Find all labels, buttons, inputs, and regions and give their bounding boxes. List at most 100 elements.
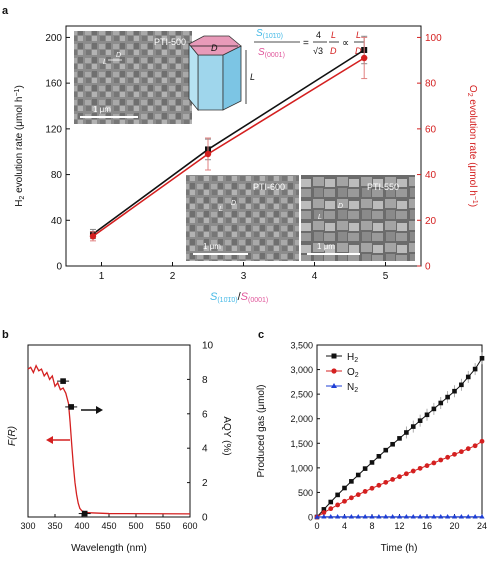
prism-label-l: L <box>250 72 255 82</box>
c-xtick-label: 4 <box>342 521 347 531</box>
panel-b-ticks: 300 350 400 450 500 550 600 0 2 4 6 8 10 <box>20 341 213 532</box>
c-point-o2 <box>424 463 430 469</box>
c-point-h2 <box>417 418 423 423</box>
b-absorption-curve <box>27 364 191 515</box>
c-point-n2 <box>465 513 471 519</box>
prism-front-face <box>197 54 224 111</box>
c-point-h2 <box>479 355 485 361</box>
c-point-o2 <box>362 489 368 494</box>
c-legend-marker-o2 <box>331 368 337 374</box>
inset-pti-600-label: PTI-600 <box>253 182 285 192</box>
a-ytick-right-label: 100 <box>425 33 442 44</box>
c-point-n2 <box>396 513 403 519</box>
panel-a-insets: PTI-500 1 μm L D PTI-600 1 μm L D PTI-55… <box>74 31 415 261</box>
c-xtick-label: 24 <box>477 521 487 531</box>
c-point-o2 <box>335 502 341 508</box>
panel-a-letter: a <box>2 5 9 17</box>
c-ytick-label: 500 <box>298 488 313 498</box>
panel-a: a 1 2 3 4 5 0 40 80 120 160 200 0 20 40 60 80 100 PTI-50… <box>2 5 478 304</box>
b-xtick-label: 500 <box>128 521 143 531</box>
c-point-n2 <box>424 513 430 519</box>
c-point-o2 <box>376 482 382 488</box>
b-ytick-right-label: 6 <box>202 409 208 420</box>
c-point-o2 <box>458 449 464 455</box>
c-xtick-label: 16 <box>422 521 432 531</box>
inset-pti-600-scale: 1 μm <box>203 242 221 251</box>
panel-c-ticks: 0 4 8 12 16 20 24 0 500 1,000 1,500 2,000 2,500 3,000… <box>290 341 487 532</box>
c-legend-marker-h2 <box>331 353 337 359</box>
c-point-h2 <box>410 424 416 429</box>
b-ytick-right-label: 2 <box>202 478 208 489</box>
panel-c-data <box>314 352 485 520</box>
a-xtick-label: 5 <box>383 271 389 282</box>
c-ytick-label: 2,500 <box>290 390 313 400</box>
c-point-h2 <box>362 466 368 471</box>
eq-equals: = <box>303 38 309 49</box>
inset-pti-600-image <box>186 175 299 261</box>
c-point-n2 <box>348 513 354 519</box>
c-ytick-label: 3,500 <box>290 341 313 351</box>
arrow-to-right-axis-head <box>96 406 103 414</box>
inset-pti-550-scale: 1 μm <box>317 242 335 251</box>
a-xtick-label: 1 <box>99 271 105 282</box>
panel-c-legend: H2 O2 N2 <box>326 352 359 394</box>
panel-c-xlabel: Time (h) <box>381 543 418 554</box>
a-ytick-right-label: 40 <box>425 170 437 181</box>
panel-b-ylabel-left: F(R) <box>7 426 18 446</box>
a-point-o2 <box>89 233 97 240</box>
c-point-o2 <box>383 479 389 485</box>
b-aqy-point <box>60 378 66 384</box>
prism-top-face <box>188 35 242 56</box>
c-xtick-label: 0 <box>314 521 319 531</box>
eq-numerator: S(1010) <box>256 28 283 40</box>
a-point-o2 <box>204 150 212 158</box>
c-point-o2 <box>397 474 402 480</box>
c-point-n2 <box>369 513 375 519</box>
c-point-o2 <box>355 492 361 498</box>
b-ytick-right-label: 0 <box>202 513 208 524</box>
c-point-n2 <box>458 513 464 519</box>
a-ytick-right-label: 20 <box>425 216 437 227</box>
c-point-o2 <box>465 446 471 452</box>
c-ytick-label: 0 <box>308 513 313 523</box>
eq-d1: D <box>330 46 337 56</box>
c-legend-label: H2 <box>347 352 358 364</box>
c-point-h2 <box>383 447 389 453</box>
c-ytick-label: 3,000 <box>290 365 313 375</box>
b-aqy-point <box>81 510 88 517</box>
prism-label-d: D <box>211 43 218 53</box>
a-ytick-right-label: 80 <box>425 79 437 90</box>
c-point-o2 <box>472 443 478 449</box>
inset-pti-500-mark-l: L <box>103 59 107 66</box>
panel-a-xlabel: S(1010)/S(0001) <box>210 291 268 304</box>
c-point-o2 <box>328 506 334 512</box>
c-ytick-label: 2,000 <box>290 414 313 424</box>
b-xtick-label: 400 <box>74 521 89 531</box>
inset-pti-550-mark-d: D <box>338 203 343 210</box>
panel-a-ticks: 1 2 3 4 5 0 40 80 120 160 200 0 20 40 60 80 100 <box>45 33 442 282</box>
inset-pti-550-label: PTI-550 <box>367 182 399 192</box>
panel-a-ylabel-left: H2 evolution rate (μmol h−1) <box>14 85 26 207</box>
inset-pti-500-scale: 1 μm <box>93 105 111 114</box>
b-xtick-label: 600 <box>182 521 197 531</box>
c-point-o2 <box>321 510 327 515</box>
c-point-o2 <box>348 495 354 501</box>
eq-l2: L <box>356 30 361 40</box>
a-ytick-right-label: 60 <box>425 124 437 135</box>
b-xtick-label: 550 <box>155 521 170 531</box>
c-point-n2 <box>390 513 396 519</box>
inset-pti-600-mark-d: D <box>231 200 236 207</box>
c-ytick-label: 1,000 <box>290 463 313 473</box>
panel-b: b 300 350 400 450 500 550 600 0 2 4 6 8 10 Wavelengt… <box>2 329 232 554</box>
arrow-to-left-axis-head <box>46 436 53 444</box>
c-point-o2 <box>369 485 375 491</box>
eq-sqrt3: √3 <box>313 46 323 56</box>
c-point-o2 <box>479 438 485 444</box>
a-ytick-left-label: 0 <box>56 262 62 273</box>
c-point-n2 <box>472 513 478 519</box>
inset-pti-500-mark-d: D <box>116 52 121 59</box>
inset-pti-500: PTI-500 1 μm L D <box>74 31 192 124</box>
panel-b-letter: b <box>2 329 9 341</box>
c-legend-label: N2 <box>347 382 358 394</box>
